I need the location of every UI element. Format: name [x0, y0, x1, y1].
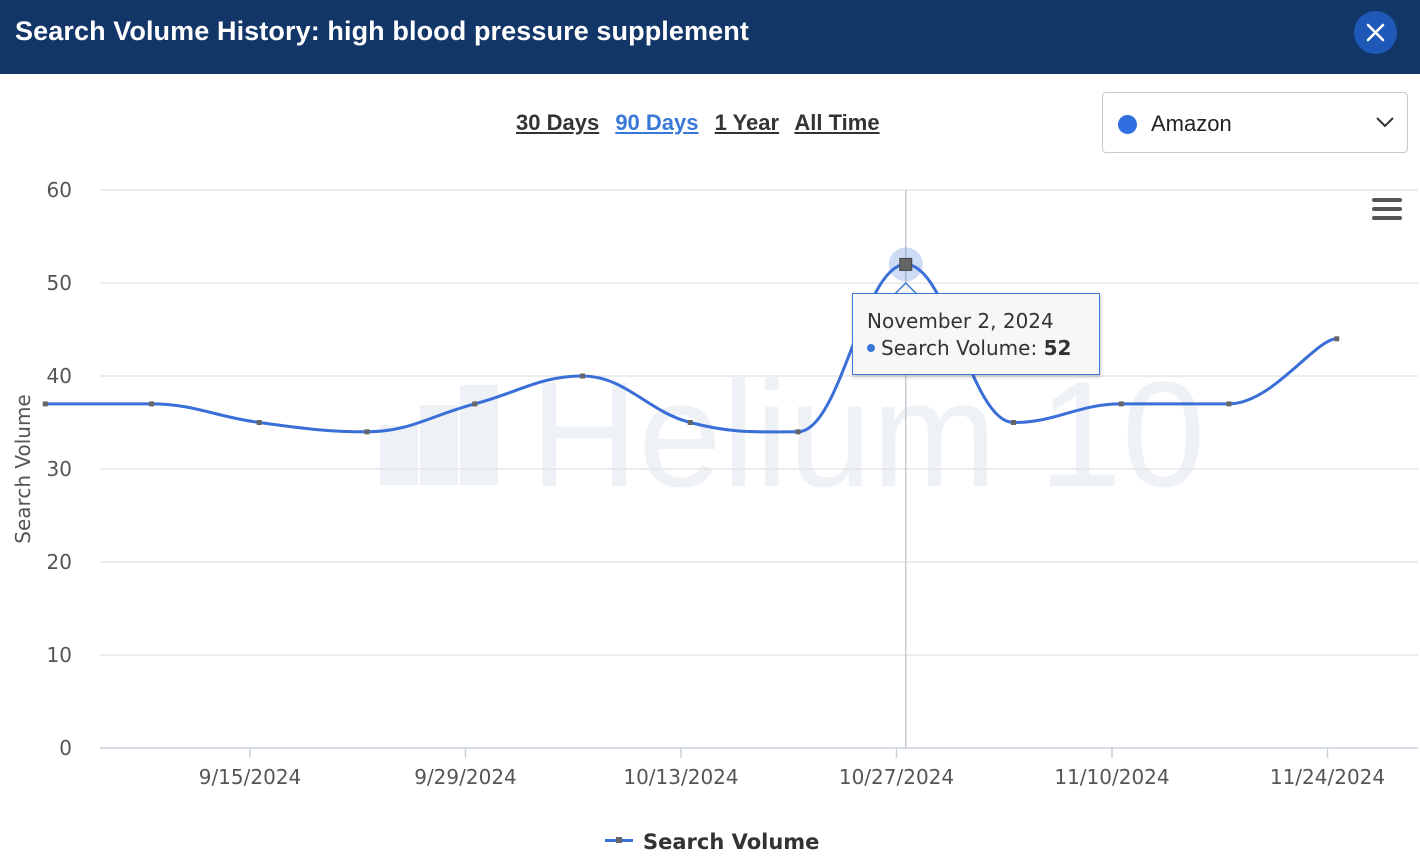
range-30-days[interactable]: 30 Days [516, 110, 600, 135]
range-90-days[interactable]: 90 Days [615, 110, 699, 135]
chart-legend[interactable]: Search Volume [605, 830, 819, 854]
x-tick-label: 11/10/2024 [1054, 765, 1169, 789]
hamburger-icon [1372, 198, 1402, 202]
y-tick-label: 30 [47, 457, 72, 481]
x-tick-label: 10/13/2024 [623, 765, 738, 789]
dialog-header: Search Volume History: high blood pressu… [0, 0, 1420, 74]
marketplace-dot-icon [1118, 115, 1137, 134]
y-tick-label: 10 [47, 643, 72, 667]
dialog-title: Search Volume History: high blood pressu… [15, 16, 749, 46]
tooltip-pointer [893, 281, 919, 296]
data-point [364, 429, 370, 435]
data-point [256, 420, 262, 425]
x-tick-label: 9/15/2024 [199, 765, 302, 789]
chart-menu-button[interactable] [1372, 198, 1404, 224]
tooltip-row: Search Volume: 52 [867, 336, 1071, 360]
legend-swatch-icon [605, 836, 633, 843]
y-tick-label: 60 [47, 178, 72, 202]
x-tick-label: 11/24/2024 [1270, 765, 1385, 789]
close-icon [1366, 23, 1385, 42]
y-tick-label: 40 [47, 364, 72, 388]
x-tick-label: 10/27/2024 [839, 765, 954, 789]
y-tick-label: 20 [47, 550, 72, 574]
range-all-time[interactable]: All Time [794, 110, 880, 135]
data-point [1118, 401, 1124, 407]
data-point [687, 420, 693, 425]
data-point [1010, 420, 1016, 425]
tooltip-series: Search Volume [881, 336, 1031, 360]
tooltip-date: November 2, 2024 [867, 309, 1054, 333]
watermark-text: Helium 10 [530, 350, 1205, 518]
data-point [148, 401, 154, 407]
date-range-selector: 30 Days 90 Days 1 Year All Time [516, 110, 890, 136]
x-tick-label: 9/29/2024 [414, 765, 517, 789]
watermark-logo [380, 385, 498, 485]
range-1-year[interactable]: 1 Year [714, 110, 780, 135]
data-point [1226, 401, 1232, 407]
close-button[interactable] [1354, 11, 1397, 54]
y-tick-label: 0 [59, 736, 72, 760]
data-point [472, 401, 478, 407]
chevron-down-icon [1376, 117, 1394, 128]
data-point [1334, 336, 1340, 342]
data-point [42, 401, 48, 407]
tooltip-value: 52 [1043, 336, 1072, 360]
legend-label: Search Volume [643, 830, 820, 854]
chart-tooltip: November 2, 2024 Search Volume: 52 [852, 293, 1100, 375]
y-tick-label: 50 [47, 271, 72, 295]
marketplace-dropdown[interactable]: Amazon [1102, 92, 1408, 153]
data-point-highlighted [899, 257, 913, 271]
data-point [579, 373, 585, 379]
y-axis-title: Search Volume [11, 394, 35, 543]
data-point [795, 429, 801, 435]
marketplace-selected: Amazon [1151, 111, 1232, 136]
tooltip-series-dot [867, 343, 875, 352]
